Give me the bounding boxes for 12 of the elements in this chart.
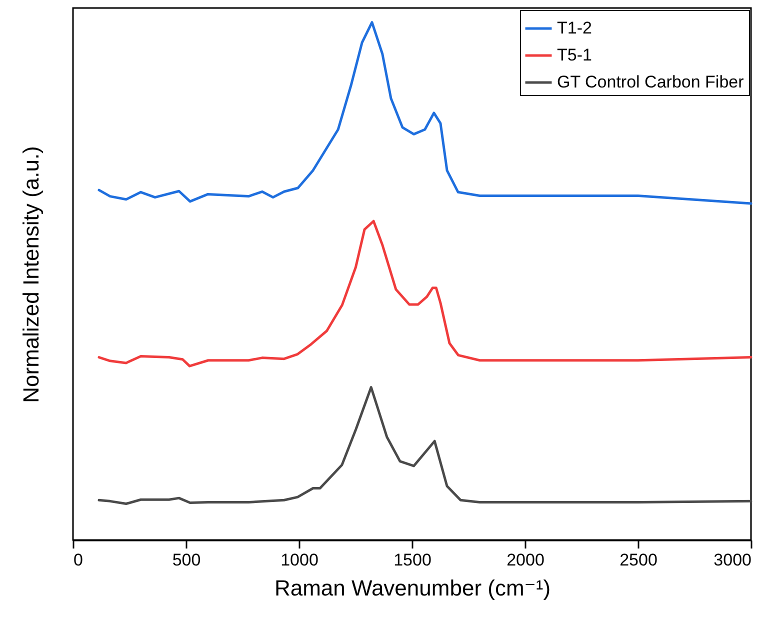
x-tick-label: 0 — [74, 550, 83, 570]
x-tick-label: 500 — [172, 550, 201, 570]
legend-label: T5-1 — [557, 46, 592, 64]
legend-label: T1-2 — [557, 18, 592, 38]
y-axis-title: Normalized Intensity (a.u.) — [18, 146, 44, 403]
x-axis-title: Raman Wavenumber (cm⁻¹) — [274, 576, 551, 600]
legend-label: GT Control Carbon Fiber — [557, 72, 744, 92]
x-tick-label: 3000 — [714, 550, 752, 570]
x-tick-label: 2500 — [620, 550, 658, 570]
x-tick-label: 2000 — [506, 550, 544, 570]
x-tick-label: 1500 — [394, 550, 432, 570]
x-tick-label: 1000 — [280, 550, 318, 570]
